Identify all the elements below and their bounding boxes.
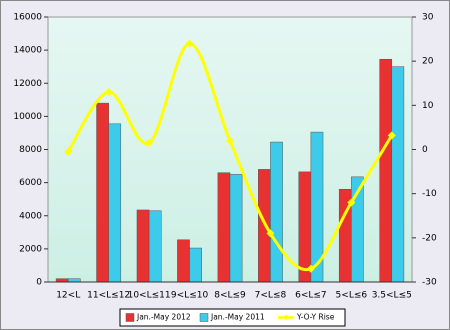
y-tick-label: 6000 (19, 178, 42, 188)
x-tick-label: 10<L≤11 (128, 291, 171, 301)
y2-tick-label: -30 (422, 278, 437, 288)
marker (185, 39, 194, 48)
marker (226, 136, 234, 145)
marker (387, 131, 396, 140)
marker (306, 264, 315, 273)
bar (379, 58, 393, 283)
marker (104, 88, 113, 97)
line (66, 41, 394, 272)
bar (270, 141, 283, 283)
bar (391, 66, 405, 283)
y2-tick-label: 0 (422, 145, 428, 155)
legend-swatch (199, 313, 209, 322)
x-tick-label: 9<L≤10 (171, 291, 209, 301)
x-tick-label: 5<L≤6 (336, 291, 368, 301)
marker (64, 147, 73, 156)
y2-tick-label: 10 (422, 101, 434, 111)
x-tick-label: 8<L≤9 (214, 291, 246, 301)
bar (177, 239, 190, 283)
bar (136, 209, 150, 283)
x-tick-label: 6<L≤7 (295, 291, 327, 301)
legend (119, 308, 346, 327)
y-tick-label: 8000 (19, 145, 42, 155)
y2-tick-label: -20 (422, 233, 437, 243)
bar (108, 123, 122, 283)
legend-label: Y-O-Y Rise (296, 313, 335, 322)
x-tick-label: 3.5<L≤5 (372, 291, 412, 301)
marker (145, 138, 154, 147)
legend-label: Jan.-May 2011 (210, 313, 265, 322)
legend-swatch (283, 314, 289, 321)
y-tick-label: 4000 (19, 211, 42, 221)
x-tick-label: 11<L≤12 (87, 291, 130, 301)
y-tick-label: 12000 (13, 79, 42, 89)
bar (229, 174, 243, 283)
y-tick-label: 14000 (13, 46, 42, 56)
bar (189, 247, 202, 283)
y-tick-label: 0 (36, 278, 42, 288)
marker (266, 229, 275, 238)
y-tick-label: 16000 (13, 13, 42, 23)
bar (96, 102, 109, 283)
legend-swatch (125, 313, 135, 322)
bar (217, 172, 231, 283)
y-tick-label: 2000 (19, 244, 42, 254)
y2-tick-label: 30 (422, 13, 434, 23)
bar (148, 210, 162, 283)
y2-tick-label: 20 (422, 57, 434, 67)
bar (298, 171, 312, 283)
legend-label: Jan.-May 2012 (136, 313, 191, 322)
y-tick-label: 10000 (13, 112, 42, 122)
marker (347, 198, 356, 207)
x-tick-label: 7<L≤8 (255, 291, 287, 301)
x-tick-label: 12<L (56, 291, 80, 301)
y2-tick-label: -10 (422, 189, 437, 199)
